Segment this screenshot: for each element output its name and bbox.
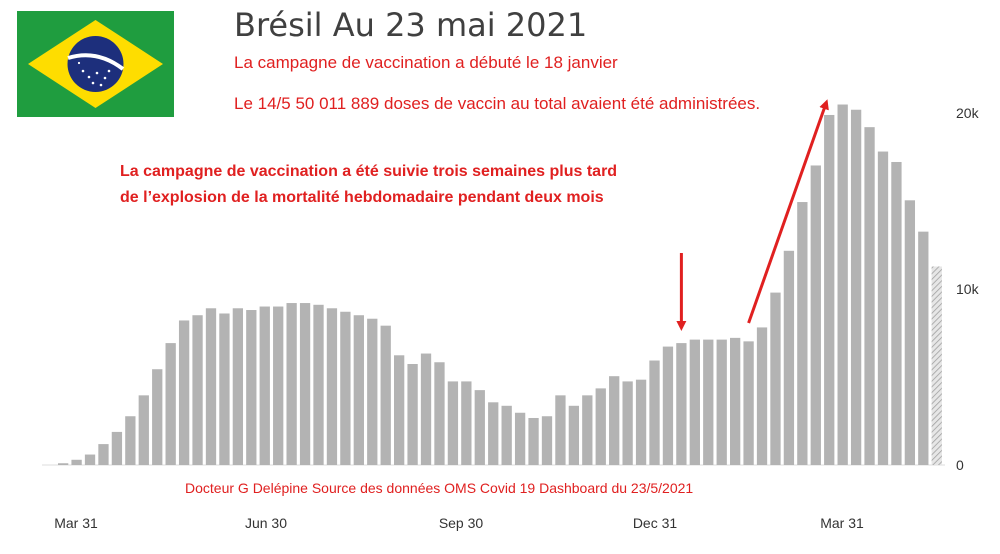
- bar: [259, 306, 270, 465]
- bar: [824, 114, 835, 465]
- x-tick-label: Jun 30: [245, 515, 287, 531]
- bar: [662, 346, 674, 465]
- bar: [568, 405, 580, 465]
- bar: [904, 200, 916, 466]
- bar: [152, 369, 163, 465]
- bar: [420, 353, 432, 465]
- bar: [367, 318, 378, 465]
- annotation-line-2: de l’explosion de la mortalité hebdomada…: [120, 189, 604, 206]
- bar: [689, 339, 700, 465]
- annotation-line-1: La campagne de vaccination a été suivie …: [120, 163, 618, 180]
- bar: [461, 381, 472, 465]
- bar: [58, 463, 69, 465]
- x-axis: Mar 31 Jun 30 Sep 30 Dec 31 Mar 31: [54, 515, 864, 531]
- bar: [219, 313, 230, 465]
- y-tick-label: 10k: [956, 281, 980, 297]
- bar: [555, 395, 566, 465]
- bar: [931, 266, 942, 465]
- bar: [609, 376, 620, 465]
- bar: [837, 104, 848, 466]
- bar: [622, 381, 633, 465]
- bar: [676, 343, 687, 465]
- bar: [877, 151, 889, 466]
- bar: [730, 337, 741, 465]
- arrows-group: [676, 99, 829, 331]
- bar: [635, 379, 647, 465]
- bar: [797, 202, 808, 466]
- bar: [380, 325, 391, 465]
- bar: [501, 405, 512, 465]
- bar: [595, 388, 606, 465]
- red-up-arrow: [747, 99, 829, 324]
- bar: [313, 304, 324, 465]
- bar: [125, 416, 136, 465]
- bar: [192, 315, 203, 465]
- bar: [447, 381, 459, 465]
- bar: [582, 395, 593, 465]
- bar: [407, 364, 418, 465]
- y-tick-label: 0: [956, 457, 964, 473]
- bar: [474, 390, 485, 465]
- bar: [716, 339, 727, 465]
- bar: [810, 165, 821, 465]
- bar: [71, 459, 82, 465]
- bar: [326, 308, 338, 465]
- bar: [138, 395, 149, 465]
- bar: [850, 109, 862, 466]
- x-tick-label: Mar 31: [820, 515, 864, 531]
- flag-blue-globe: [67, 36, 124, 92]
- bar: [864, 127, 875, 465]
- bar: [541, 416, 553, 465]
- bar: [246, 310, 257, 465]
- bar: [299, 303, 311, 465]
- bar: [286, 303, 297, 465]
- x-tick-label: Mar 31: [54, 515, 98, 531]
- doses-total-text: Le 14/5 50 011 889 doses de vaccin au to…: [234, 94, 761, 113]
- bar: [340, 311, 351, 465]
- page-title: Brésil Au 23 mai 2021: [234, 6, 588, 44]
- bar: [98, 444, 109, 465]
- bar: [232, 308, 244, 465]
- bar: [488, 402, 499, 465]
- bar: [514, 412, 526, 465]
- bar: [756, 327, 768, 465]
- bar: [273, 306, 284, 465]
- bar: [434, 362, 445, 465]
- bar: [111, 431, 123, 465]
- bar: [770, 292, 781, 465]
- bar: [649, 360, 660, 465]
- bar: [205, 308, 217, 465]
- bar: [165, 343, 176, 465]
- source-credit: Docteur G Delépine Source des données OM…: [185, 480, 694, 496]
- y-axis: 0 10k 20k: [956, 105, 980, 473]
- flag-stars: [77, 61, 111, 87]
- bar: [891, 161, 902, 466]
- bar: [394, 355, 405, 465]
- x-tick-label: Sep 30: [439, 515, 484, 531]
- bar: [703, 339, 714, 465]
- bar: [918, 231, 929, 465]
- bar: [353, 315, 364, 465]
- bar: [783, 250, 795, 465]
- flag-white-band: [67, 53, 125, 71]
- vaccination-start-text: La campagne de vaccination a débuté le 1…: [234, 53, 618, 72]
- brazil-flag: [17, 11, 174, 117]
- bar: [743, 341, 754, 465]
- bar: [84, 454, 96, 465]
- bar: [528, 417, 539, 465]
- bars-group: [58, 104, 942, 466]
- x-tick-label: Dec 31: [633, 515, 678, 531]
- bar: [178, 320, 190, 465]
- y-tick-label: 20k: [956, 105, 980, 121]
